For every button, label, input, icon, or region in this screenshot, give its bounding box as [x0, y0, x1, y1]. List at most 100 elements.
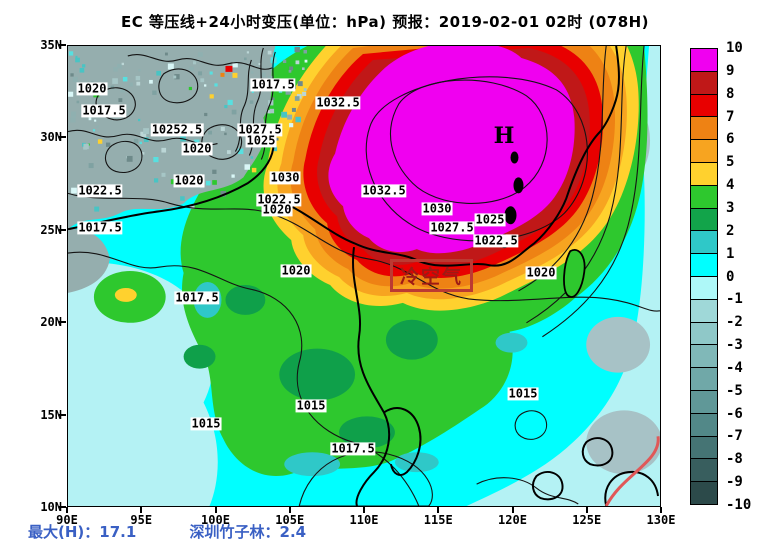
- lat-tick-mark: [59, 413, 66, 416]
- colorbar-tick-label: 9: [726, 62, 735, 79]
- max-value-text: 最大(H)：17.1: [28, 523, 137, 541]
- contour-label: 1022.5: [77, 183, 123, 198]
- lon-tick-mark: [437, 507, 440, 513]
- contour-label: 10252.5: [150, 122, 204, 137]
- contour-label: 1027.5: [429, 220, 475, 235]
- colorbar-tick-label: 1: [726, 245, 735, 262]
- colorbar-cell: [691, 299, 717, 323]
- lat-tick-mark: [59, 228, 66, 231]
- contour-label: 1017.5: [250, 77, 296, 92]
- colorbar-tick-label: -9: [726, 474, 743, 491]
- colorbar-cell: [691, 322, 717, 346]
- colorbar: [690, 48, 718, 505]
- contour-label: 1022.5: [473, 233, 519, 248]
- colorbar-tick-label: 5: [726, 154, 735, 171]
- contour-label: 1030: [269, 170, 301, 185]
- colorbar-tick-label: -5: [726, 382, 743, 399]
- colorbar-cell: [691, 49, 717, 72]
- lat-tick-mark: [59, 506, 66, 508]
- colorbar-cell: [691, 254, 717, 277]
- lon-tick-label: 95E: [130, 513, 153, 527]
- cold-air-label: 冷空气: [399, 266, 463, 288]
- colorbar-tick-label: 8: [726, 85, 735, 102]
- lat-tick-mark: [59, 321, 66, 324]
- contour-label: 1030: [421, 201, 453, 216]
- contour-label: 1032.5: [315, 95, 361, 110]
- colorbar-tick-label: 6: [726, 131, 735, 148]
- lon-tick-mark: [660, 507, 662, 513]
- colorbar-tick-label: 7: [726, 108, 735, 125]
- colorbar-cell: [691, 413, 717, 437]
- colorbar-cell: [691, 208, 717, 232]
- lon-tick-mark: [66, 507, 68, 513]
- map-area: 1020 1017.5 10252.5 1017.5 1020 1027.5 1025 103…: [67, 45, 661, 507]
- colorbar-cell: [691, 459, 717, 483]
- lat-tick-label: 30N: [40, 130, 62, 145]
- contour-label: 1015: [190, 416, 222, 431]
- taiwan-island: [563, 249, 586, 298]
- colorbar-cell: [691, 390, 717, 414]
- lat-tick-label: 10N: [40, 500, 62, 514]
- colorbar-tick-label: 2: [726, 222, 735, 239]
- colorbar-cell: [691, 231, 717, 255]
- lon-tick-mark: [511, 507, 514, 513]
- lat-tick-mark: [59, 136, 66, 139]
- colorbar-tick-label: 10: [726, 40, 743, 56]
- contour-label: 1020: [76, 81, 108, 96]
- colorbar-cell: [691, 71, 717, 95]
- lon-tick-label: 110E: [349, 513, 379, 527]
- colorbar-cell: [691, 185, 717, 209]
- footer-stats: 最大(H)：17.1 深圳竹子林：2.4: [28, 521, 306, 542]
- contour-label: 1022.5: [256, 192, 302, 207]
- colorbar-tick-label: -6: [726, 405, 743, 422]
- colorbar-cell: [691, 162, 717, 186]
- colorbar-cell: [691, 140, 717, 163]
- contour-label: 1027.5: [237, 122, 283, 137]
- lon-tick-label: 90E: [56, 513, 78, 527]
- contour-label: 1017.5: [77, 220, 123, 235]
- colorbar-cell: [691, 482, 717, 504]
- lon-tick-mark: [214, 507, 217, 513]
- chart-title: EC 等压线+24小时变压(单位：hPa) 预报：2019-02-01 02时 …: [120, 13, 650, 31]
- lon-tick-mark: [363, 507, 365, 513]
- front-line-red: [604, 436, 660, 506]
- high-pressure-marker: H: [493, 123, 515, 149]
- contour-label: 1020: [261, 202, 293, 217]
- contour-label: 1025: [245, 133, 277, 148]
- colorbar-tick-label: -4: [726, 359, 743, 376]
- contour-label: 1015: [507, 386, 539, 401]
- lat-tick-mark: [59, 44, 66, 46]
- colorbar-tick-label: 4: [726, 177, 735, 194]
- contour-label: 1020: [525, 265, 557, 280]
- lon-tick-mark: [585, 507, 588, 513]
- colorbar-tick-label: 3: [726, 199, 735, 216]
- colorbar-tick-label: 0: [726, 268, 735, 285]
- station-value-text: 深圳竹子林：2.4: [189, 523, 307, 541]
- contour-label: 1017.5: [81, 103, 127, 118]
- colorbar-cell: [691, 345, 717, 369]
- lon-tick-label: 130E: [646, 513, 676, 527]
- lon-tick-label: 100E: [201, 513, 230, 527]
- contour-label: 1025: [474, 212, 506, 227]
- lat-tick-label: 35N: [40, 38, 62, 52]
- colorbar-tick-label: -10: [726, 497, 752, 513]
- colorbar-cell: [691, 368, 717, 391]
- lon-tick-label: 115E: [423, 513, 453, 527]
- lat-tick-label: 20N: [40, 315, 62, 330]
- lon-tick-label: 120E: [498, 513, 527, 527]
- contour-label: 1020: [173, 173, 205, 188]
- lat-tick-label: 15N: [40, 407, 62, 422]
- contour-label: 1017.5: [174, 290, 220, 305]
- contour-label: 1020: [280, 263, 312, 278]
- lon-tick-label: 105E: [275, 513, 305, 527]
- colorbar-cell: [691, 276, 717, 300]
- lon-tick-mark: [140, 507, 143, 513]
- colorbar-tick-label: -8: [726, 451, 743, 468]
- contour-label: 1020: [181, 141, 213, 156]
- colorbar-tick-label: -7: [726, 428, 743, 445]
- cold-air-annotation: 冷空气: [390, 259, 473, 292]
- colorbar-cell: [691, 117, 717, 141]
- lon-tick-label: 125E: [572, 513, 602, 527]
- colorbar-tick-label: -3: [726, 337, 743, 354]
